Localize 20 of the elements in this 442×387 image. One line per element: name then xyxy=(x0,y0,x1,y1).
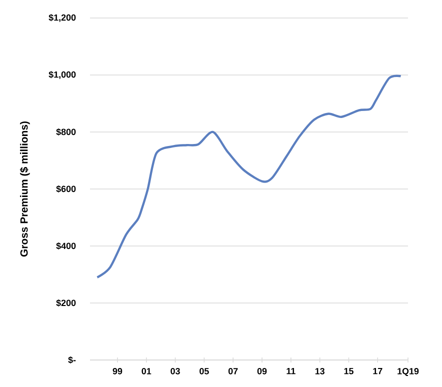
y-tick-label: $1,200 xyxy=(48,14,76,22)
x-tick-label: 11 xyxy=(286,368,296,374)
x-tick-label: 17 xyxy=(373,368,382,374)
line-series xyxy=(96,74,402,278)
y-tick-label: $1,000 xyxy=(48,70,76,80)
x-tick-label: 07 xyxy=(228,368,238,374)
x-tick-label: 13 xyxy=(315,368,324,374)
y-tick-label: $600 xyxy=(56,185,76,193)
x-tick-label: 09 xyxy=(257,368,267,374)
x-tick-label: 01 xyxy=(142,368,152,374)
y-tick-label: $200 xyxy=(56,299,76,307)
y-tick-label: $400 xyxy=(56,242,76,250)
x-tick-label: 15 xyxy=(344,368,354,374)
x-tick-label: 03 xyxy=(170,368,180,374)
x-tick-label: 1Q19 xyxy=(398,368,419,376)
y-tick-label: $800 xyxy=(56,128,76,136)
x-tick-label: 99 xyxy=(112,368,122,374)
y-tick-label: $- xyxy=(68,356,76,364)
x-tick-label: 05 xyxy=(200,368,209,374)
y-axis-title: Gross Premium ($ millions) xyxy=(20,122,30,257)
